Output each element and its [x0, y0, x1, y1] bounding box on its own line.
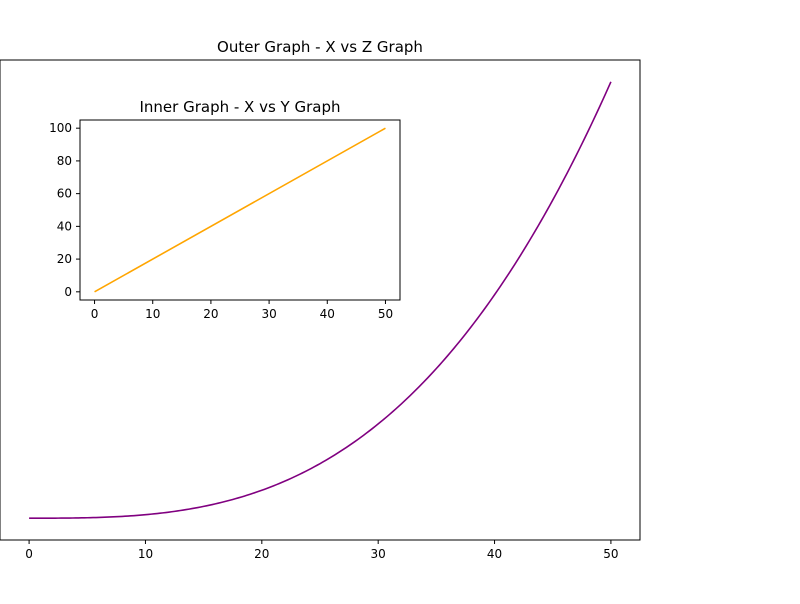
inner-chart: Inner Graph - X vs Y Graph 0 10 20 30 40 50 0… [49, 98, 401, 321]
outer-x-tick-label: 50 [603, 547, 618, 561]
outer-x-axis: 0 10 20 30 40 50 [25, 540, 619, 561]
outer-chart-title: Outer Graph - X vs Z Graph [217, 38, 423, 56]
inner-x-tick-label: 20 [203, 307, 218, 321]
outer-chart-frame [0, 59, 641, 541]
inner-chart-frame [79, 119, 401, 301]
inner-y-tick-label: 20 [57, 252, 72, 266]
inner-chart-title: Inner Graph - X vs Y Graph [139, 98, 340, 116]
outer-x-tick-label: 10 [138, 547, 153, 561]
inner-x-tick-label: 50 [378, 307, 393, 321]
inner-y-tick-label: 80 [57, 154, 72, 168]
inner-series-line [94, 127, 386, 293]
outer-series-line [29, 81, 612, 519]
outer-x-tick-label: 40 [487, 547, 502, 561]
inner-x-tick-label: 40 [320, 307, 335, 321]
inner-x-tick-label: 10 [145, 307, 160, 321]
inner-y-tick-label: 60 [57, 187, 72, 201]
inner-y-tick-label: 40 [57, 219, 72, 233]
outer-x-tick-label: 20 [254, 547, 269, 561]
inner-x-tick-label: 0 [91, 307, 99, 321]
outer-x-tick-label: 0 [25, 547, 33, 561]
inner-x-axis: 0 10 20 30 40 50 [91, 300, 393, 321]
outer-x-tick-label: 30 [371, 547, 386, 561]
inner-y-tick-label: 100 [49, 121, 72, 135]
inner-y-tick-label: 0 [64, 285, 72, 299]
inner-x-tick-label: 30 [261, 307, 276, 321]
inner-y-axis: 0 20 40 60 80 100 [49, 121, 80, 299]
outer-chart: Outer Graph - X vs Z Graph 0 10 20 30 40 50 [0, 38, 641, 561]
